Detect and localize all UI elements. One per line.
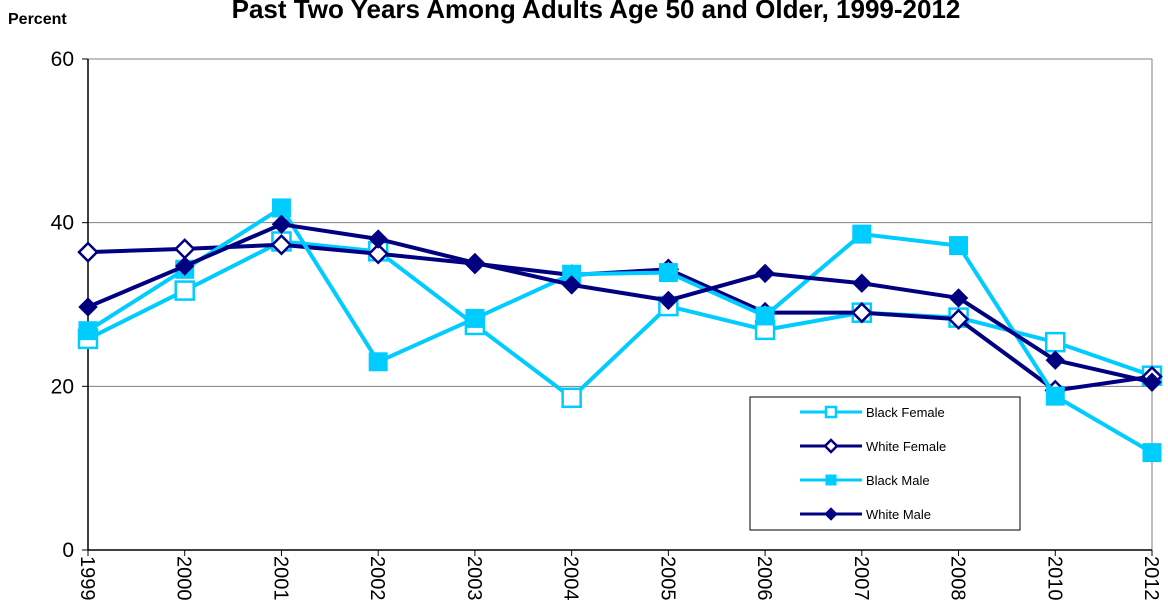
data-point: [77, 241, 99, 263]
data-point: [174, 280, 195, 301]
data-point: [1045, 331, 1066, 353]
series-group: [77, 198, 1163, 463]
y-tick-label: 60: [51, 48, 74, 71]
x-tick-label: 2012: [1140, 556, 1162, 601]
x-tick-label: 2003: [463, 556, 485, 601]
gridlines: [88, 58, 1153, 550]
data-point: [851, 301, 873, 324]
data-point: [658, 263, 678, 283]
series-line: [87, 239, 1153, 400]
legend-swatch-marker: [825, 474, 837, 486]
legend-swatch-marker: [824, 507, 838, 521]
x-tick-label: 2000: [173, 556, 195, 601]
data-point: [368, 352, 388, 372]
data-point: [561, 275, 582, 295]
data-point: [173, 238, 196, 260]
data-point: [368, 229, 388, 249]
data-point: [78, 297, 98, 317]
data-point: [947, 308, 970, 330]
legend-label: Black Female: [866, 405, 945, 420]
y-tick-label: 0: [62, 539, 74, 562]
data-point: [271, 214, 292, 235]
series-white-male: [78, 214, 1162, 392]
legend-label: White Female: [866, 439, 946, 454]
x-tick-label: 2008: [947, 556, 969, 601]
data-point: [852, 224, 872, 244]
legend-swatch-marker: [824, 405, 838, 419]
data-point: [367, 242, 389, 265]
series-line: [87, 222, 1153, 385]
x-tick-label: 1999: [76, 556, 98, 601]
legend: Black Female White Female Black Male White …: [749, 396, 1021, 531]
y-axis-ticks: 0 20 40 60: [51, 48, 88, 562]
data-point: [78, 321, 98, 341]
legend-swatch-marker: [823, 438, 839, 454]
data-point: [1045, 350, 1065, 370]
data-point: [852, 273, 872, 293]
data-point: [948, 288, 969, 308]
y-tick-label: 20: [51, 375, 74, 398]
data-point: [270, 233, 293, 256]
x-tick-label: 2005: [656, 556, 678, 601]
x-tick-label: 2007: [850, 556, 872, 601]
data-point: [465, 253, 485, 273]
x-tick-label: 2004: [560, 556, 582, 601]
y-axis-label: Percent: [8, 11, 67, 28]
x-axis-ticks: 1999 2000 2001 2002 2003 2004 2005 2006 2007 2008…: [76, 550, 1162, 601]
x-tick-label: 2002: [366, 556, 388, 601]
data-point: [175, 256, 195, 276]
data-point: [1142, 443, 1162, 463]
legend-label: White Male: [866, 507, 931, 522]
data-point: [755, 306, 775, 326]
data-point: [465, 308, 485, 328]
data-point: [271, 198, 291, 218]
x-tick-label: 2010: [1043, 556, 1065, 601]
data-point: [1045, 386, 1065, 406]
chart-title: Past Two Years Among Adults Age 50 and O…: [232, 0, 961, 24]
data-point: [755, 263, 775, 284]
data-point: [658, 290, 679, 311]
legend-label: Black Male: [866, 473, 930, 488]
data-point: [1142, 372, 1162, 392]
data-point: [949, 236, 969, 256]
x-tick-label: 2001: [269, 556, 291, 601]
legend-box: [749, 396, 1021, 531]
series-line: [86, 205, 1154, 455]
y-tick-label: 40: [51, 212, 74, 235]
series-black-female: [77, 231, 1163, 409]
x-tick-label: 2006: [753, 556, 775, 601]
data-point: [561, 387, 582, 409]
